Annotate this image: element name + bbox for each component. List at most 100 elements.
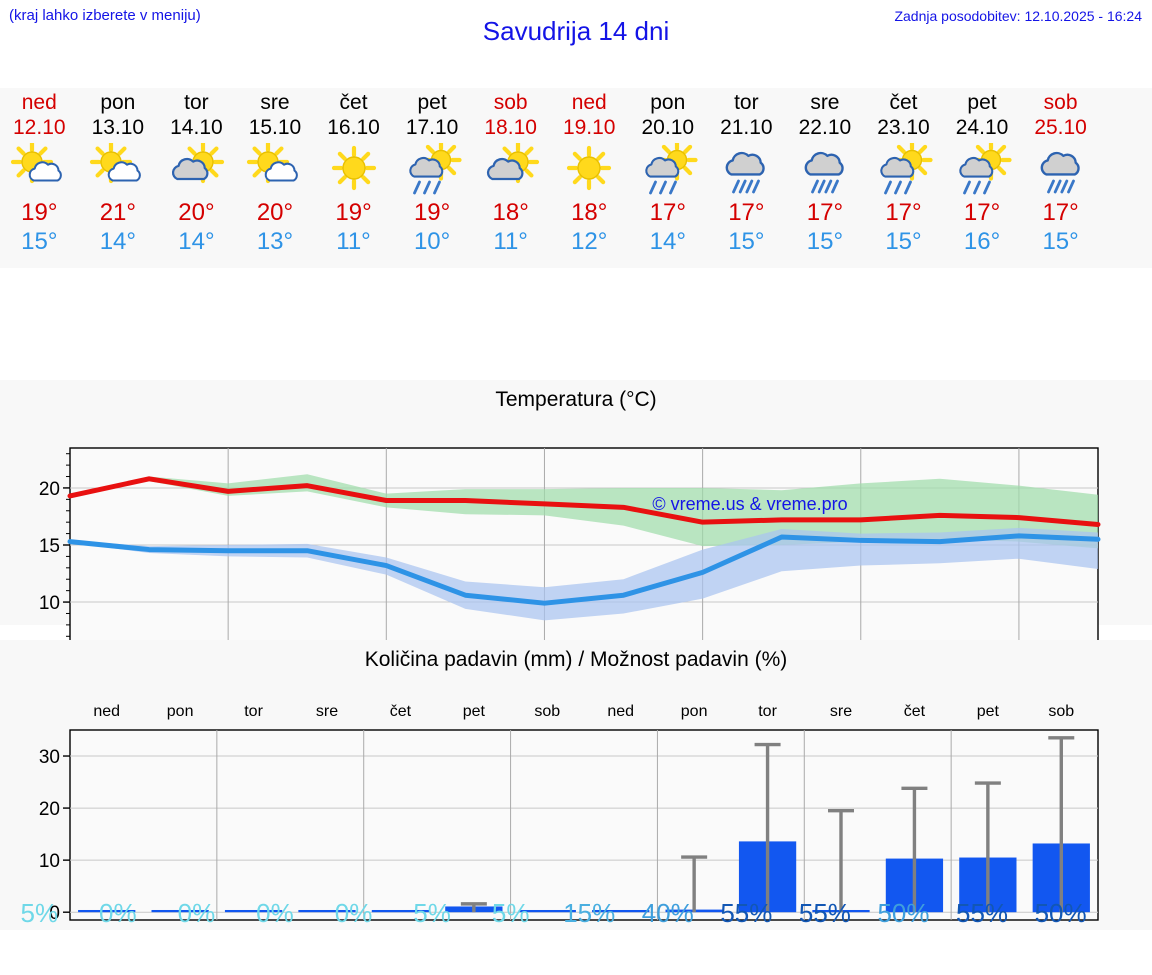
page-title: Savudrija 14 dni [482,16,670,46]
precip-day-label: sob [534,703,560,720]
precip-day-label: sre [316,703,338,720]
temperature-chart-block: Temperatura (°C) 10 15 20 © vreme.us & vrem… [0,380,1152,643]
temp-max: 18° [492,199,529,226]
forecast-day-column[interactable]: čet 16.10 19° 11° [314,88,393,268]
temp-min: 13° [256,228,294,255]
temp-min: 11° [336,228,371,255]
forecast-day-column[interactable]: ned 19.10 18° 12° [550,88,629,268]
temp-max: 19° [21,199,58,226]
forecast-day-column[interactable]: sob 18.10 18° 11° [471,88,550,268]
temp-min: 12° [571,228,608,255]
precip-day-label: pon [681,703,708,720]
forecast-day-column[interactable]: tor 14.10 20° 14° [157,88,236,268]
temp-min: 15° [1042,228,1079,255]
svg-text:15: 15 [39,536,60,557]
day-name: ned [21,91,57,114]
temp-max: 19° [335,199,372,226]
temp-min: 14° [178,228,215,255]
day-name: ned [571,91,607,114]
temp-min: 14° [649,228,686,255]
precip-probability: 55% [798,898,851,928]
day-date: 17.10 [405,116,459,139]
precip-probability: 50% [877,898,930,928]
temp-max: 17° [1042,199,1079,226]
day-name: pon [650,91,686,114]
precipitation-chart-block: Količina padavin (mm) / Možnost padavin … [0,640,1152,930]
day-date: 13.10 [91,116,145,139]
day-date: 23.10 [877,116,930,139]
day-date: 12.10 [13,116,66,139]
sun-icon [323,140,385,198]
temperature-chart-title: Temperatura (°C) [495,388,657,411]
precip-day-label: tor [244,703,263,720]
sun-cloud-rain-icon [637,140,699,198]
forecast-day-list: ned 12.10 19° 15° pon 13.10 21° 14° tor 14.10 20° 1… [0,88,1152,268]
menu-hint: (kraj lahko izberete v meniju) [9,7,201,24]
temp-min: 10° [413,228,451,255]
forecast-day-column[interactable]: čet 23.10 17° 15° [864,88,943,268]
temp-min: 16° [963,228,1001,255]
forecast-day-column[interactable]: sob 25.10 17° 15° [1021,88,1100,268]
temp-max: 21° [99,199,136,226]
day-name: čet [339,91,368,114]
temperature-chart: 10 15 20 © vreme.us & vreme.pro [39,447,1101,643]
day-name: sob [493,91,528,114]
day-date: 15.10 [248,116,302,139]
sun-cloud-icon [244,140,306,198]
precip-probability-row: 5% 0% 0% 0% 0% 5% 5% 15% 40% 55% 55% 50% 55% 50% [0,898,1152,929]
precipitation-chart: ned pon tor sre čet pet sob ned pon tor sre čet pet s… [39,703,1099,924]
svg-text:10: 10 [39,851,60,872]
temp-min: 15° [21,228,58,255]
precip-day-label: tor [758,703,777,720]
day-date: 20.10 [641,116,695,139]
svg-text:30: 30 [39,747,60,768]
forecast-day-column[interactable]: pet 17.10 19° 10° [393,88,472,268]
forecast-day-column[interactable]: ned 12.10 19° 15° [0,88,79,268]
temp-max: 20° [256,199,294,226]
temp-max: 17° [963,199,1001,226]
day-name: čet [889,91,918,114]
day-name: sob [1043,91,1078,114]
precip-day-label: ned [93,703,120,720]
svg-text:0: 0 [49,903,60,924]
forecast-day-column[interactable]: pet 24.10 17° 16° [943,88,1022,268]
temp-min: 15° [806,228,844,255]
precip-probability: 55% [956,898,1009,928]
cloud-rain-icon [1030,140,1092,198]
forecast-day-column[interactable]: sre 22.10 17° 15° [786,88,865,268]
sun-cloud-rain-icon [951,140,1013,198]
sun-cloud-rain-icon [872,140,934,198]
precip-day-label: sob [1048,703,1074,720]
forecast-day-column[interactable]: pon 20.10 17° 14° [629,88,708,268]
precip-probability: 5% [20,898,59,928]
day-name: tor [734,91,759,114]
temp-max: 19° [413,199,451,226]
last-updated: Zadnja posodobitev: 12.10.2025 - 16:24 [894,8,1142,24]
precip-probability: 5% [413,898,451,928]
sun-greycloud-icon [480,140,542,198]
day-date: 19.10 [562,116,616,139]
day-name: pet [417,91,447,114]
day-name: pon [100,91,136,114]
temp-min: 15° [885,228,922,255]
sun-cloud-icon [8,140,70,198]
precip-day-label: čet [390,703,412,720]
day-name: sre [260,91,290,114]
forecast-day-column[interactable]: tor 21.10 17° 15° [707,88,786,268]
precip-day-label: sre [830,703,852,720]
day-name: sre [810,91,840,114]
forecast-day-column[interactable]: pon 13.10 21° 14° [79,88,158,268]
sun-cloud-rain-icon [401,140,463,198]
temp-min: 15° [728,228,765,255]
precip-probability: 5% [491,898,530,928]
day-date: 25.10 [1034,116,1087,139]
temp-max: 17° [728,199,765,226]
temp-max: 17° [885,199,922,226]
precip-probability: 55% [720,898,773,928]
forecast-day-column[interactable]: sre 15.10 20° 13° [236,88,315,268]
day-date: 18.10 [484,116,537,139]
day-date: 24.10 [955,116,1009,139]
cloud-rain-icon [715,140,777,198]
temp-min: 11° [493,228,528,255]
forecast-strip: ned 12.10 19° 15° pon 13.10 21° 14° tor 14.10 20° 1… [0,88,1152,268]
